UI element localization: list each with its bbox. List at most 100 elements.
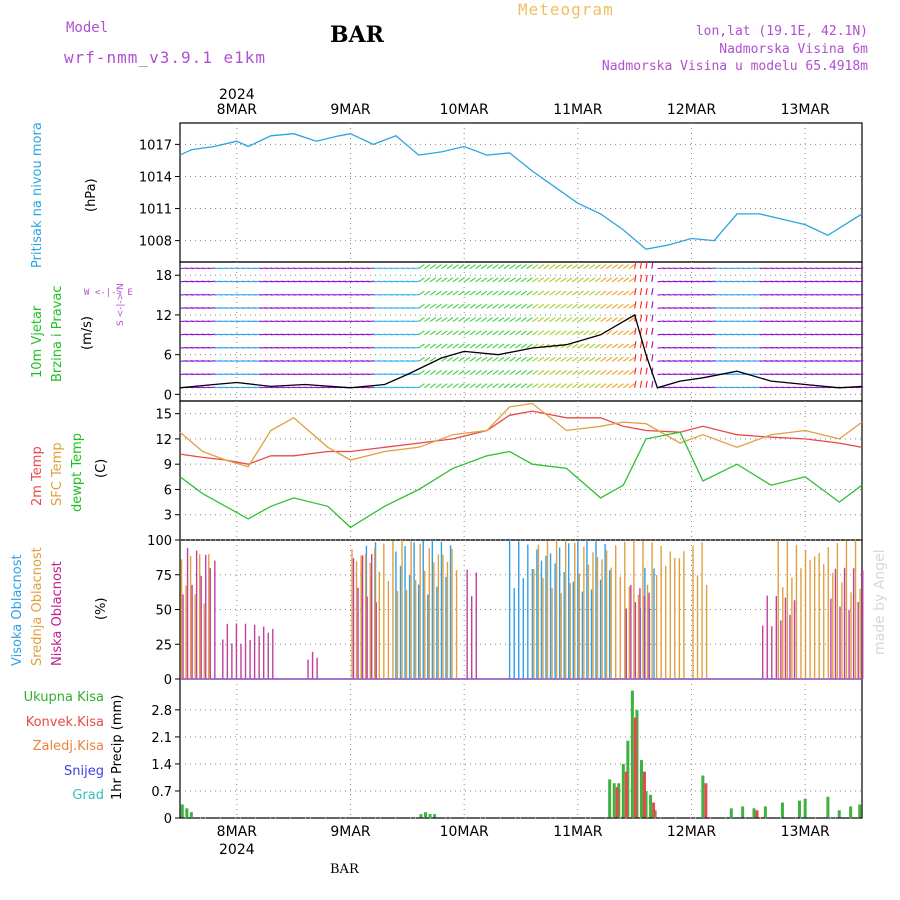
wind-barb: [497, 383, 505, 389]
wind-barb: [594, 383, 601, 389]
precip-conv-bar: [652, 802, 656, 818]
wind-barb: [856, 293, 864, 296]
wind-barb: [566, 343, 573, 349]
y-tick-label: 9: [164, 458, 172, 473]
precip-total-bar: [419, 814, 423, 818]
wind-barb: [588, 290, 596, 296]
model-label: Model: [66, 20, 109, 36]
wind-barb: [622, 370, 630, 375]
model-name: wrf-nmm_v3.9.1 e1km: [64, 48, 267, 67]
wind-barb: [566, 356, 573, 362]
panel-frame: [179, 400, 863, 541]
y-tick-label: 75: [155, 569, 172, 584]
wind-barb: [554, 303, 562, 309]
wind-barb: [639, 354, 643, 362]
wind-barb: [515, 264, 522, 270]
wind-barb: [446, 317, 454, 323]
wind-barb: [475, 303, 482, 309]
wind-barb: [497, 264, 505, 270]
wind-barb: [526, 290, 533, 296]
precip-total-bar: [433, 814, 437, 818]
wind-barb: [503, 290, 511, 296]
wind-barb: [469, 356, 476, 362]
wind-barb: [532, 277, 539, 283]
precip-total-bar: [644, 790, 648, 818]
wind-barb: [651, 354, 654, 362]
wind-barb: [611, 356, 619, 362]
wind-barb: [571, 356, 579, 362]
y-tick-label: 6: [164, 483, 172, 498]
wind-barb: [560, 383, 567, 389]
wind-barb: [526, 370, 533, 375]
wind-barb: [452, 264, 459, 270]
wind-barb: [588, 303, 596, 309]
wind-barb: [492, 303, 499, 309]
wind-barb: [418, 343, 425, 349]
precip-conv-bar: [755, 810, 759, 818]
wind-barb: [651, 380, 654, 388]
wind-barb: [424, 343, 431, 349]
wind-barb: [571, 264, 579, 270]
wind-speed-line: [179, 314, 863, 389]
wind-barb: [503, 303, 511, 309]
wind-barb: [651, 288, 654, 296]
wind-barb: [509, 330, 516, 336]
precip-legend-item: Konvek.Kisa: [25, 714, 104, 730]
precip-conv-bar: [704, 783, 708, 818]
wind-barb: [611, 383, 619, 389]
wind-barb: [554, 290, 562, 296]
wind-barb: [435, 303, 442, 309]
wind-barb: [424, 330, 431, 336]
wind-barb: [611, 290, 619, 296]
wind-barb: [622, 303, 630, 309]
wind-barb: [856, 333, 864, 336]
wind-barb: [634, 367, 637, 375]
wind-barb: [537, 290, 545, 296]
wind-barbs: [179, 261, 864, 389]
elevation-label: Nadmorska Visina 6m: [719, 42, 868, 57]
wind-barb: [583, 277, 590, 283]
wind-barb: [571, 303, 579, 309]
wind-barb: [600, 290, 607, 296]
wind-barb: [458, 290, 465, 296]
precip-total-bar: [612, 783, 616, 818]
wind-barb: [515, 303, 522, 309]
wind-barb: [429, 330, 437, 336]
y-tick-label: 2.1: [151, 731, 172, 746]
wind-barb: [549, 370, 556, 375]
wind-barb: [583, 356, 590, 362]
wind-barb: [605, 330, 613, 336]
wind-barb: [446, 356, 454, 362]
wind-barb: [622, 356, 630, 362]
wind-barb: [645, 261, 648, 269]
wind-barb: [424, 264, 431, 270]
wind-barb: [639, 274, 643, 282]
wind-barb: [594, 330, 601, 336]
wind-barb: [583, 264, 590, 270]
wind-barb: [639, 367, 643, 375]
wind-barb: [418, 370, 425, 375]
wind-barb: [469, 317, 476, 323]
wind-barb: [583, 343, 590, 349]
wind-barb: [566, 303, 573, 309]
wind-barb: [497, 290, 505, 296]
wind-barb: [549, 317, 556, 323]
wind-barb: [639, 314, 643, 322]
wind-barb: [532, 290, 539, 296]
precip-total-bar: [849, 806, 853, 818]
wind-barb: [526, 330, 533, 336]
wind-barb: [446, 370, 454, 375]
wind-barb: [594, 303, 601, 309]
wind-barb: [452, 383, 459, 389]
wind-barb: [554, 317, 562, 323]
wind-barb: [475, 264, 482, 270]
wind-barb: [475, 277, 482, 283]
wind-barb: [446, 330, 454, 336]
wind-barb: [503, 370, 511, 375]
wind-barb: [611, 370, 619, 375]
wind-barb: [617, 264, 624, 270]
wind-barb: [435, 343, 442, 349]
wind-barb: [441, 330, 448, 336]
wind-barb: [554, 330, 562, 336]
x-tick-label-top: 9MAR: [330, 102, 371, 118]
